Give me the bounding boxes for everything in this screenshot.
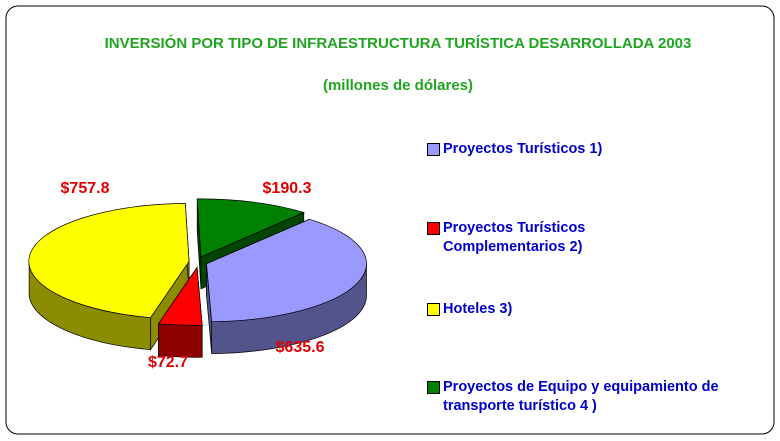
legend-swatch: [427, 381, 440, 394]
slice: [196, 198, 305, 258]
legend-label: Proyectos Turísticos 1): [443, 141, 603, 157]
slice: [157, 266, 203, 326]
value-label: $72.7: [148, 354, 188, 371]
legend-swatch: [427, 143, 440, 156]
legend-item: Proyectos de Equipo y equipamiento de tr…: [427, 378, 780, 416]
slice-side: [158, 323, 203, 358]
legend-label: Hoteles 3): [443, 301, 513, 317]
slice: [206, 218, 367, 323]
chart-subtitle: (millones de dólares): [322, 77, 474, 94]
legend-label: Proyectos Turísticos Complementarios 2): [443, 220, 586, 255]
chart-title: INVERSIÓN POR TIPO DE INFRAESTRUCTURA TU…: [104, 35, 692, 52]
value-label: $190.3: [263, 180, 312, 197]
legend-label: Proyectos de Equipo y equipamiento de tr…: [443, 379, 719, 414]
legend-item: Proyectos Turísticos 1): [427, 140, 780, 159]
legend-item: Proyectos Turísticos Complementarios 2): [427, 219, 643, 257]
value-label: $757.8: [61, 180, 110, 197]
slice: [28, 203, 190, 319]
legend-swatch: [427, 222, 440, 235]
legend-item: Hoteles 3): [427, 300, 780, 319]
value-label: $635.6: [276, 339, 325, 356]
legend-swatch: [427, 303, 440, 316]
